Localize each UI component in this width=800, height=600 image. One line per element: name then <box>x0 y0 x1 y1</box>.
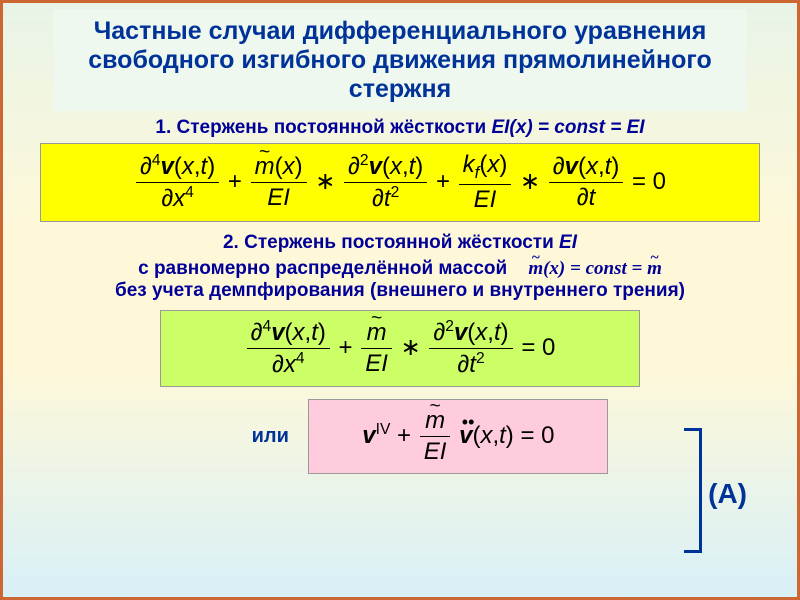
case2-label: 2. Стержень постоянной жёсткости EI <box>13 232 787 254</box>
eq1-rhs: = 0 <box>632 168 666 195</box>
eq1-term3: ∂2v(x,t) ∂t2 <box>344 151 427 214</box>
case2-line2: с равномерно распределённой массой m(x) … <box>13 258 787 280</box>
equation-1: ∂4v(x,t) ∂x4 + m(x) EI ∗ ∂2v(x,t) ∂t2 + … <box>40 143 760 222</box>
bracket-a <box>684 428 702 553</box>
eq1-term1: ∂4v(x,t) ∂x4 <box>136 151 219 214</box>
equation-3-row: или vIV + m EI ••v(x,t) = 0 <box>73 397 787 476</box>
case2-mass-eq: m(x) = const = m <box>528 258 662 279</box>
eq1-term2: m(x) EI <box>251 152 307 213</box>
equation-3: vIV + m EI ••v(x,t) = 0 <box>308 399 608 474</box>
eq1-term5: ∂v(x,t) ∂t <box>549 152 624 213</box>
slide-title: Частные случаи дифференциального уравнен… <box>53 9 747 111</box>
eq2-term2: m EI <box>361 318 392 379</box>
case2-text: 2. Стержень постоянной жёсткости <box>223 232 559 253</box>
eq3-term2: m EI <box>420 406 451 467</box>
case2-mass-text: с равномерно распределённой массой <box>138 258 507 279</box>
eq2-term1: ∂4v(x,t) ∂x4 <box>247 317 330 380</box>
eq1-term4: kf(x) EI <box>459 150 512 215</box>
eq3-rhs: = 0 <box>520 422 554 449</box>
or-label: или <box>252 425 289 448</box>
eq2-rhs: = 0 <box>521 334 555 361</box>
case1-text: 1. Стержень постоянной жёсткости <box>155 117 491 138</box>
eq2-term3: ∂2v(x,t) ∂t2 <box>429 317 512 380</box>
case2-ei: EI <box>559 232 577 253</box>
equation-2: ∂4v(x,t) ∂x4 + m EI ∗ ∂2v(x,t) ∂t2 = 0 <box>160 310 640 387</box>
case2-line3: без учета демпфирования (внешнего и внут… <box>13 280 787 302</box>
label-a: (А) <box>708 478 747 510</box>
case1-label: 1. Стержень постоянной жёсткости EI(x) =… <box>13 117 787 139</box>
case1-inline-eq: EI(x) = const = EI <box>491 117 644 138</box>
